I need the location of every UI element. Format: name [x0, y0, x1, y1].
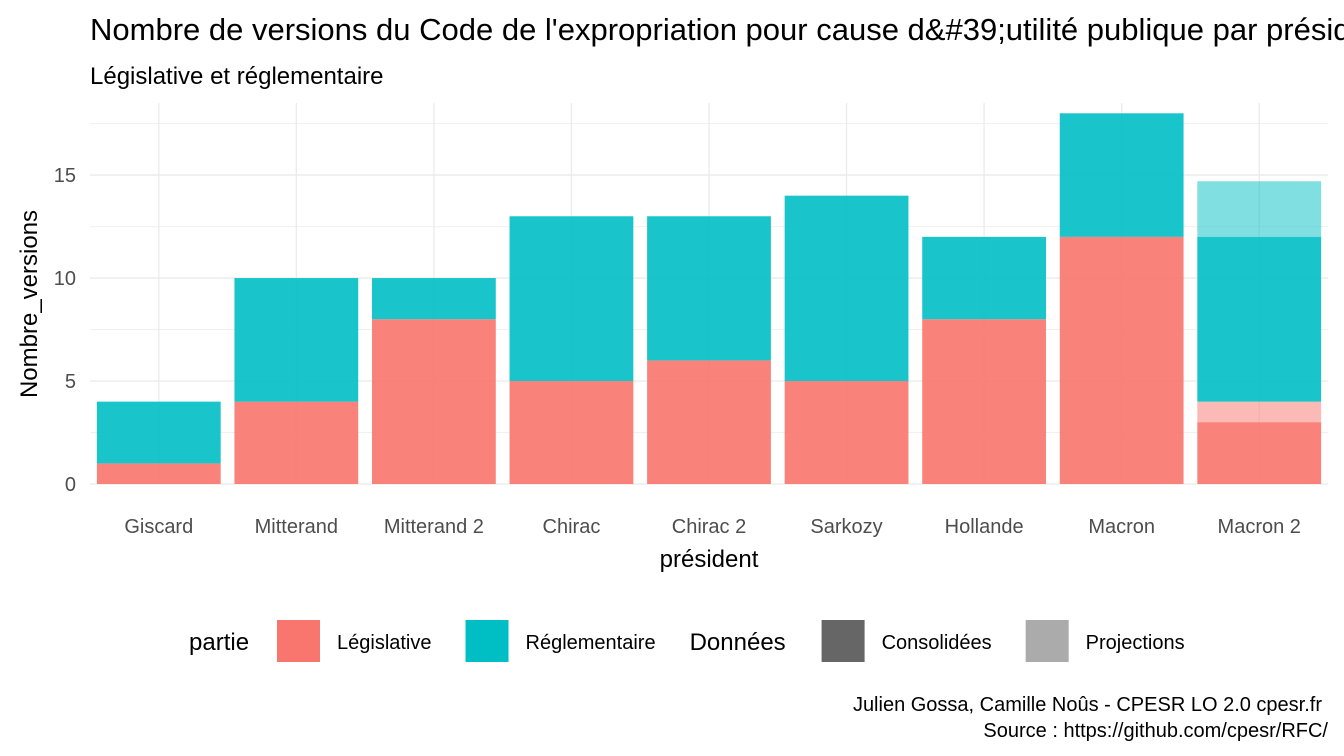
bar-segment [509, 216, 634, 382]
y-tick-label: 15 [54, 165, 76, 187]
caption-line-1: Julien Gossa, Camille Noûs - CPESR LO 2.… [853, 694, 1322, 716]
legend-title: partie [189, 629, 249, 656]
bar-segment [234, 278, 359, 402]
bar-segment [509, 381, 634, 484]
x-tick-label: Chirac 2 [672, 516, 746, 538]
plot-area: 0 5 10 15 Giscard Mitterand Mitterand 2 Chirac C… [54, 103, 1328, 538]
legend: partie Législative Réglementaire Données Con… [189, 620, 1185, 662]
bar-segment [1197, 236, 1322, 402]
chart-subtitle: Législative et réglementaire [90, 63, 384, 90]
x-tick-label: Mitterand 2 [384, 516, 484, 538]
legend-key [1025, 620, 1069, 662]
x-tick-label: Macron [1088, 516, 1155, 538]
bar-segment [922, 236, 1047, 320]
legend-label: Législative [337, 632, 432, 654]
bar-segment [1059, 236, 1184, 484]
bar-segment [1197, 422, 1322, 484]
bars [96, 113, 1322, 484]
legend-title: Données [690, 629, 786, 656]
caption-line-2: Source : https://github.com/cpesr/RFC/ [983, 720, 1328, 742]
bar-segment [96, 463, 221, 484]
legend-key [277, 620, 320, 662]
bar-segment [1059, 113, 1184, 237]
x-tick-label: Giscard [124, 516, 193, 538]
bar-segment [784, 381, 909, 484]
bar-segment [234, 401, 359, 484]
bar-segment [371, 278, 496, 320]
y-axis-title: Nombre_versions [16, 210, 43, 398]
bar-segment [784, 195, 909, 382]
bar-segment [1197, 181, 1322, 237]
x-tick-label: Hollande [945, 516, 1024, 538]
legend-key [465, 620, 509, 662]
x-tick-label: Chirac [543, 516, 601, 538]
bar-segment [647, 216, 771, 361]
bar-segment [371, 319, 496, 484]
legend-label: Réglementaire [526, 632, 656, 654]
bar-segment [96, 401, 221, 464]
legend-key [821, 620, 865, 662]
y-tick-label: 5 [65, 371, 76, 393]
bar-segment [1197, 401, 1322, 423]
bar-segment [647, 360, 771, 484]
x-tick-label: Sarkozy [810, 516, 882, 538]
x-tick-label: Mitterand [255, 516, 338, 538]
chart-title: Nombre de versions du Code de l'expropri… [90, 12, 1344, 47]
x-tick-label: Macron 2 [1218, 516, 1301, 538]
y-tick-label: 10 [54, 268, 76, 290]
legend-label: Consolidées [882, 632, 992, 654]
x-axis-title: président [660, 546, 759, 573]
bar-segment [922, 319, 1047, 484]
legend-label: Projections [1086, 632, 1185, 654]
y-tick-label: 0 [65, 474, 76, 496]
